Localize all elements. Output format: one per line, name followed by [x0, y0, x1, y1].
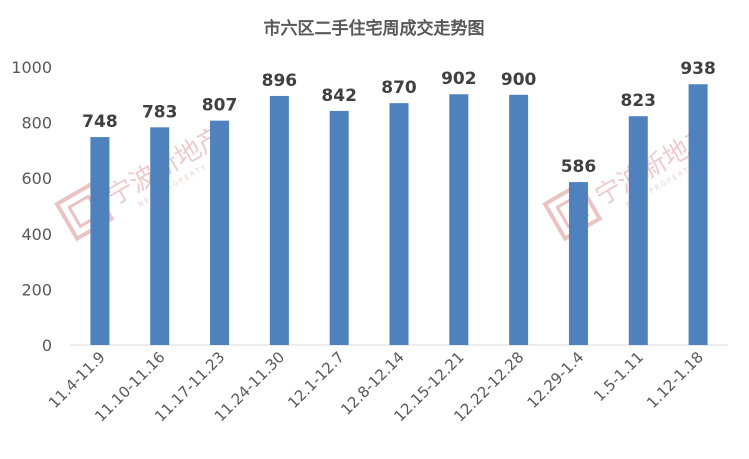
bar	[449, 94, 469, 345]
bar	[269, 95, 289, 345]
chart-title: 市六区二手住宅周成交走势图	[264, 18, 485, 39]
y-tick-label: 1000	[11, 58, 52, 77]
data-label: 900	[501, 70, 537, 90]
bar	[210, 120, 230, 346]
data-label: 823	[621, 91, 657, 111]
data-label: 783	[142, 102, 178, 122]
bar	[150, 127, 170, 346]
x-tick-label: 1.12-1.18	[643, 348, 707, 412]
y-tick-label: 400	[21, 225, 52, 244]
bar	[329, 110, 349, 345]
y-tick-label: 0	[42, 336, 52, 355]
y-tick-label: 600	[21, 169, 52, 188]
bar-series	[90, 84, 708, 346]
x-tick-label: 1.5-1.11	[590, 348, 647, 405]
bar	[628, 116, 648, 346]
data-label: 896	[262, 71, 298, 91]
data-label: 938	[680, 59, 716, 79]
y-tick-label: 800	[21, 114, 52, 133]
x-tick-label: 12.1-12.7	[284, 348, 348, 412]
data-label: 870	[381, 78, 417, 98]
data-label: 842	[321, 86, 357, 106]
bar	[389, 103, 409, 345]
bar	[568, 182, 588, 345]
data-label: 807	[202, 96, 238, 116]
x-tick-label: 11.4-11.9	[45, 348, 109, 412]
x-tick-label: 12.29-1.4	[523, 348, 587, 412]
y-tick-label: 200	[21, 280, 52, 299]
data-labels: 748 783 807 896 842 870 902 900 586 823 938	[82, 59, 716, 177]
data-label: 586	[561, 157, 597, 177]
x-axis-ticks: 11.4-11.911.10-11.1611.17-11.2311.24-11.…	[45, 348, 707, 425]
bar	[509, 94, 529, 345]
y-axis-ticks: 0 200 400 600 800 1000	[11, 58, 52, 355]
bar	[688, 84, 708, 346]
data-label: 748	[82, 112, 118, 132]
data-label: 902	[441, 69, 477, 89]
bar	[90, 137, 110, 345]
